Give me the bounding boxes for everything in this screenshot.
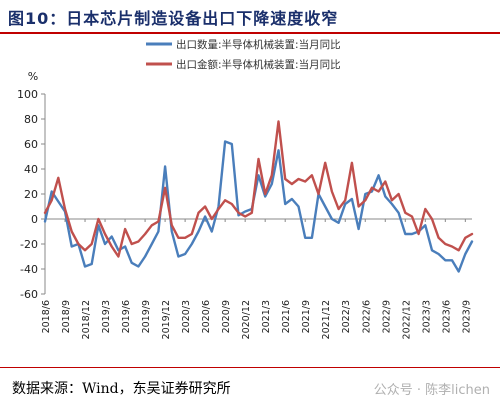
x-tick-label: 2020/12 bbox=[241, 300, 252, 339]
x-tick-label: 2018/9 bbox=[61, 300, 72, 333]
legend-label: 出口数量:半导体机械装置:当月同比 bbox=[176, 38, 341, 51]
y-tick-label: 60 bbox=[24, 138, 38, 151]
y-tick-label: 80 bbox=[24, 113, 38, 126]
series-line-1 bbox=[43, 140, 474, 273]
axes: % -60 -40 -20 0 20 40 60 80 100 2018/6 2018/9 2018/1… bbox=[17, 70, 472, 339]
y-tick-label: 40 bbox=[24, 163, 38, 176]
legend-label: 出口金额:半导体机械装置:当月同比 bbox=[176, 58, 341, 71]
x-tick-label: 2023/6 bbox=[441, 300, 452, 333]
x-tick-label: 2018/12 bbox=[81, 300, 92, 339]
line-chart: % -60 -40 -20 0 20 40 60 80 100 2018/6 2018/9 2018/1… bbox=[17, 38, 474, 339]
y-tick-label: 100 bbox=[17, 88, 38, 101]
y-unit-label: % bbox=[28, 70, 38, 83]
x-tick-label: 2023/9 bbox=[461, 300, 472, 333]
series-lines bbox=[43, 120, 474, 273]
y-tick-label: -40 bbox=[20, 263, 38, 276]
title-bar: 图10：日本芯片制造设备出口下降速度收窄 bbox=[0, 0, 500, 34]
source-note: 数据来源：Wind，东吴证券研究所 bbox=[12, 381, 231, 397]
y-tick-label: 0 bbox=[31, 213, 38, 226]
x-tick-label: 2022/6 bbox=[361, 300, 372, 333]
watermark-text: 公众号 · 陈李lichen bbox=[373, 383, 490, 398]
x-tick-label: 2019/3 bbox=[101, 300, 112, 333]
x-tick-label: 2021/9 bbox=[301, 300, 312, 333]
x-tick-label: 2020/3 bbox=[181, 300, 192, 333]
x-tick-label: 2021/12 bbox=[321, 300, 332, 339]
x-tick-label: 2022/12 bbox=[401, 300, 412, 339]
y-tick-label: -60 bbox=[20, 288, 38, 301]
x-tick-label: 2019/9 bbox=[141, 300, 152, 333]
x-tick-label: 2020/6 bbox=[201, 300, 212, 333]
x-tick-label: 2019/12 bbox=[161, 300, 172, 339]
x-tick-label: 2022/3 bbox=[341, 300, 352, 333]
x-tick-label: 2020/9 bbox=[221, 300, 232, 333]
x-tick-label: 2023/3 bbox=[421, 300, 432, 333]
chart-title: 图10：日本芯片制造设备出口下降速度收窄 bbox=[8, 9, 339, 28]
series-line-2 bbox=[43, 120, 474, 258]
x-tick-label: 2021/3 bbox=[261, 300, 272, 333]
x-tick-label: 2018/6 bbox=[41, 300, 52, 333]
x-tick-label: 2022/9 bbox=[381, 300, 392, 333]
x-tick-label: 2019/6 bbox=[121, 300, 132, 333]
source-bar: 数据来源：Wind，东吴证券研究所 公众号 · 陈李lichen bbox=[0, 367, 500, 403]
y-tick-label: 20 bbox=[24, 188, 38, 201]
y-tick-label: -20 bbox=[20, 238, 38, 251]
x-tick-label: 2021/6 bbox=[281, 300, 292, 333]
